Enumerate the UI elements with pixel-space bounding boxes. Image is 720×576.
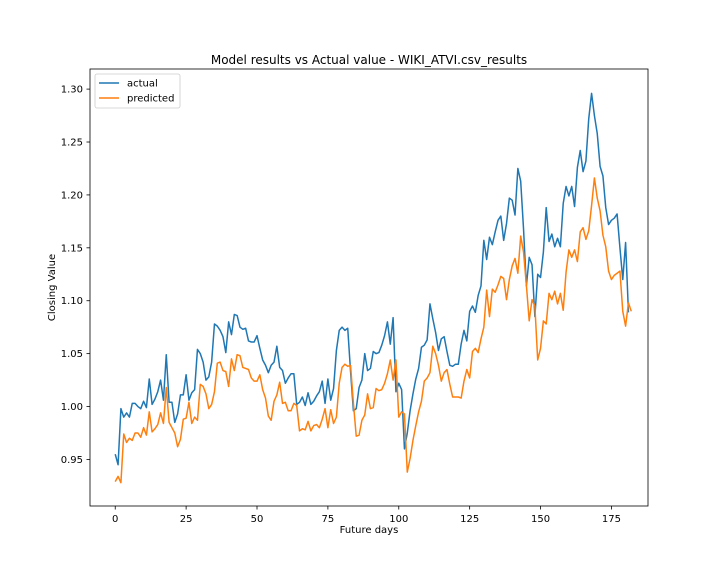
y-axis-ticks: 0.95 1.00 1.05 1.10 1.15 1.20 1.25 1.30 xyxy=(61,85,90,466)
y-tick-label: 1.25 xyxy=(61,138,83,149)
x-axis-label: Future days xyxy=(340,525,399,536)
y-tick-label: 1.30 xyxy=(61,85,83,96)
chart-title: Model results vs Actual value - WIKI_ATV… xyxy=(211,53,527,67)
x-tick-label: 100 xyxy=(389,514,408,525)
x-tick-label: 175 xyxy=(602,514,621,525)
y-tick-label: 1.05 xyxy=(61,349,83,360)
y-tick-label: 0.95 xyxy=(61,455,83,466)
y-tick-label: 1.20 xyxy=(61,190,83,201)
y-tick-label: 1.00 xyxy=(61,402,83,413)
legend-label-actual: actual xyxy=(127,79,158,90)
y-tick-label: 1.15 xyxy=(61,243,83,254)
x-tick-label: 0 xyxy=(112,514,118,525)
x-tick-label: 150 xyxy=(531,514,550,525)
x-tick-label: 50 xyxy=(251,514,264,525)
series-line-predicted xyxy=(114,177,632,484)
x-tick-label: 25 xyxy=(180,514,193,525)
x-tick-label: 75 xyxy=(322,514,335,525)
series-group xyxy=(114,92,632,484)
x-tick-label: 125 xyxy=(460,514,479,525)
series-line-actual xyxy=(114,92,630,466)
legend-label-predicted: predicted xyxy=(127,94,174,105)
x-axis-ticks: 0 25 50 75 100 125 150 175 xyxy=(112,506,621,525)
y-tick-label: 1.10 xyxy=(61,296,83,307)
y-axis-label: Closing Value xyxy=(47,254,58,321)
legend: actual predicted xyxy=(94,73,181,109)
plot-frame xyxy=(89,68,649,507)
